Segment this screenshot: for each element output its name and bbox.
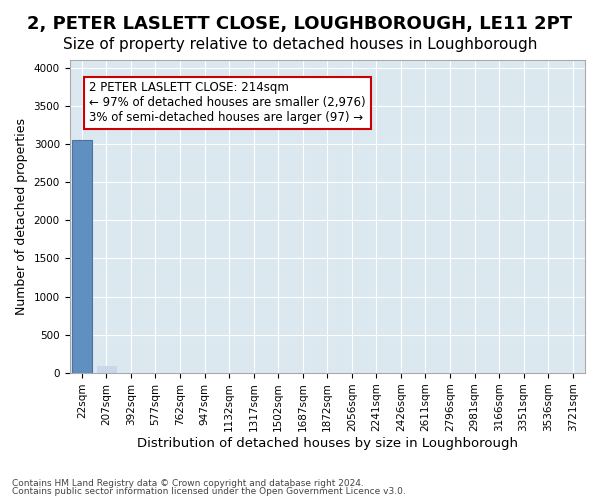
X-axis label: Distribution of detached houses by size in Loughborough: Distribution of detached houses by size … [137, 437, 518, 450]
Text: 2, PETER LASLETT CLOSE, LOUGHBOROUGH, LE11 2PT: 2, PETER LASLETT CLOSE, LOUGHBOROUGH, LE… [28, 15, 572, 33]
Text: Size of property relative to detached houses in Loughborough: Size of property relative to detached ho… [63, 38, 537, 52]
Text: Contains HM Land Registry data © Crown copyright and database right 2024.: Contains HM Land Registry data © Crown c… [12, 478, 364, 488]
Bar [72, 140, 92, 373]
Y-axis label: Number of detached properties: Number of detached properties [15, 118, 28, 315]
Text: 2 PETER LASLETT CLOSE: 214sqm
← 97% of detached houses are smaller (2,976)
3% of: 2 PETER LASLETT CLOSE: 214sqm ← 97% of d… [89, 82, 366, 124]
Text: Contains public sector information licensed under the Open Government Licence v3: Contains public sector information licen… [12, 487, 406, 496]
Bar [97, 366, 116, 373]
